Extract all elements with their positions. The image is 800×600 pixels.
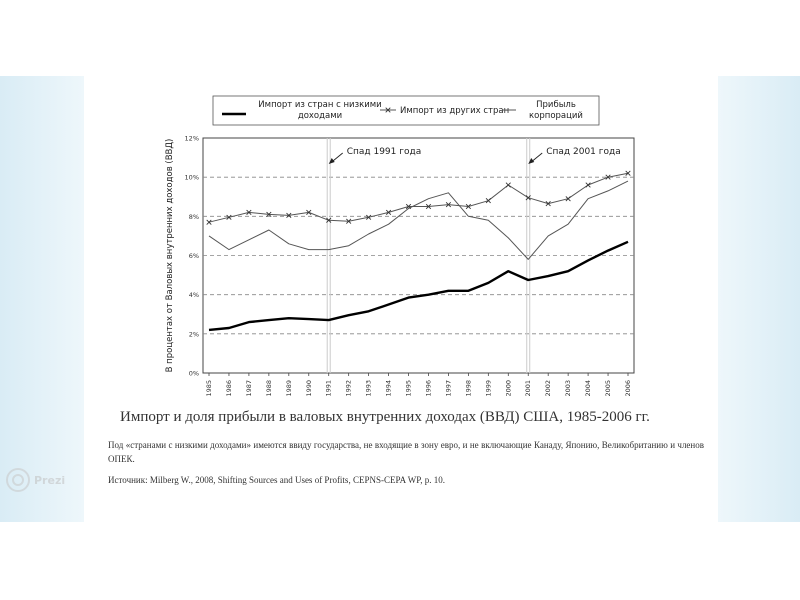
series-marker [306,209,312,216]
series-marker [445,201,452,208]
series-marker [326,217,332,223]
legend-label: Прибыль [536,100,576,110]
annotation-arrowhead [528,158,535,164]
x-tick-label: 1997 [444,380,452,397]
series-marker [425,203,432,210]
right-backdrop [718,76,800,522]
legend-marker [385,107,391,113]
series-marker [605,174,611,180]
series-marker [266,211,272,217]
series-marker [465,203,471,210]
y-tick-label: 4% [189,291,199,299]
series-marker [366,214,372,220]
x-tick-label: 2000 [504,380,512,397]
x-tick-label: 2001 [524,380,532,397]
x-tick-label: 1987 [245,380,253,397]
annotation-label: Спад 1991 года [347,147,422,157]
legend-label: Импорт из стран с низкими [258,100,381,110]
chart-source: Источник: Milberg W., 2008, Shifting Sou… [108,475,445,485]
series-marker [206,219,212,225]
series-marker [505,182,511,188]
series-marker [585,182,591,188]
x-tick-label: 2005 [604,380,612,397]
series-marker [246,209,252,216]
series-marker [226,214,232,220]
series-marker [485,198,491,204]
series-line [208,240,629,332]
y-tick-label: 0% [189,370,199,378]
annotation-label: Спад 2001 года [546,147,621,157]
series-marker [346,218,352,224]
legend-label: корпораций [529,111,583,121]
series-marker [286,212,292,218]
series-marker [565,196,571,202]
y-tick-label: 6% [189,252,199,260]
series-marker [525,195,531,201]
x-tick-label: 1985 [205,380,213,397]
y-tick-label: 12% [185,135,199,143]
x-tick-label: 2003 [564,380,572,397]
x-tick-label: 1993 [365,380,373,397]
line-chart: 0% 2% 4% 6% 8% 10% 12% 1985 1986 1987 1988 1989 1990… [165,95,635,397]
y-axis-label: В процентах от Валовых внутренних доходо… [165,139,175,373]
series-marker [625,170,631,176]
x-tick-label: 1988 [265,380,273,397]
legend-label: доходами [298,111,342,121]
y-tick-label: 8% [189,213,199,221]
prezi-label: Prezi [34,473,66,487]
chart-footnote: Под «странами с низкими доходами» имеютс… [108,440,704,464]
x-tick-label: 2004 [584,380,592,397]
x-tick-label: 1995 [405,380,413,397]
series-marker [545,200,551,207]
series-marker [385,209,392,216]
legend-box [212,95,600,126]
x-tick-label: 1998 [464,380,472,397]
series-line [208,172,629,223]
x-tick-label: 1992 [345,380,353,397]
annotation-arrowhead [328,158,335,164]
series-line [208,180,629,260]
x-tick-label: 1999 [484,380,492,397]
y-tick-label: 10% [185,174,199,182]
x-tick-label: 1990 [305,380,313,397]
x-tick-label: 1991 [325,380,333,397]
prezi-badge[interactable]: Prezi [6,466,65,494]
x-tick-label: 1994 [385,380,393,397]
x-tick-label: 2002 [544,380,552,397]
left-backdrop [0,76,84,522]
prezi-logo-icon [6,468,30,492]
legend-label: Импорт из других стран [400,106,509,116]
x-tick-label: 2006 [624,380,632,397]
x-tick-label: 1989 [285,380,293,397]
y-tick-label: 2% [189,330,199,338]
x-tick-label: 1996 [424,380,432,397]
x-tick-label: 1986 [225,380,233,397]
chart-caption: Импорт и доля прибыли в валовых внутренн… [120,409,650,425]
